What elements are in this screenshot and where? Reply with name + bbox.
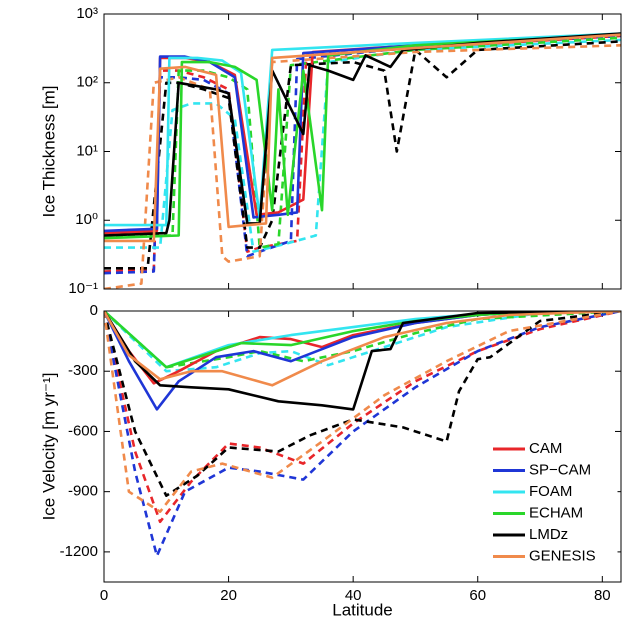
y-tick-label: -900 xyxy=(68,483,98,500)
dashed-line xyxy=(104,40,621,270)
dashed-line xyxy=(104,311,621,497)
legend: CAM SP−CAM FOAM ECHAM LMDz GENESIS xyxy=(488,436,618,575)
legend-label: LMDz xyxy=(529,526,568,543)
line xyxy=(104,311,621,387)
legend-label: FOAM xyxy=(529,483,572,500)
line xyxy=(104,33,621,240)
y-tick-label: 0 xyxy=(90,302,98,319)
y-tick-label: 10⁻¹ xyxy=(68,280,98,297)
dashed-line xyxy=(104,311,621,524)
line xyxy=(104,311,621,411)
x-tick-label: 80 xyxy=(594,587,611,604)
dashed-line xyxy=(104,311,621,373)
line xyxy=(104,311,621,369)
dashed-line xyxy=(104,311,621,558)
x-axis-label: Latitude xyxy=(332,600,393,619)
legend-label: GENESIS xyxy=(529,547,596,564)
line xyxy=(104,33,621,243)
legend-label: SP−CAM xyxy=(529,461,591,478)
y-tick-label: -1200 xyxy=(60,543,98,560)
line xyxy=(104,32,621,237)
x-tick-label: 40 xyxy=(345,587,362,604)
plot-lines xyxy=(104,32,621,289)
y-axis-label: Ice Thickness [m] xyxy=(39,86,58,218)
x-tick-label: 60 xyxy=(469,587,486,604)
dashed-line xyxy=(104,36,621,249)
legend-label: ECHAM xyxy=(529,504,583,521)
y-tick-label: 10³ xyxy=(76,5,98,22)
x-tick-label: 0 xyxy=(100,587,108,604)
dashed-line xyxy=(104,311,621,369)
legend-box xyxy=(488,436,618,575)
plot-lines xyxy=(104,311,621,558)
legend-label: CAM xyxy=(529,440,562,457)
plot-frame xyxy=(103,310,622,583)
dashed-line xyxy=(104,311,621,513)
y-tick-label: 10⁰ xyxy=(75,211,98,228)
y-tick-label: 10² xyxy=(76,74,98,91)
x-tick-label: 20 xyxy=(220,587,237,604)
plot-frame xyxy=(103,13,622,290)
y-tick-label: -600 xyxy=(68,422,98,439)
dashed-line xyxy=(104,34,621,273)
y-tick-label: 10¹ xyxy=(76,142,98,159)
y-axis-label: Ice Velocity [m yr⁻¹] xyxy=(39,373,58,521)
dashed-line xyxy=(104,44,621,289)
line xyxy=(104,311,621,369)
dashed-line xyxy=(104,38,621,253)
y-tick-label: -300 xyxy=(68,362,98,379)
